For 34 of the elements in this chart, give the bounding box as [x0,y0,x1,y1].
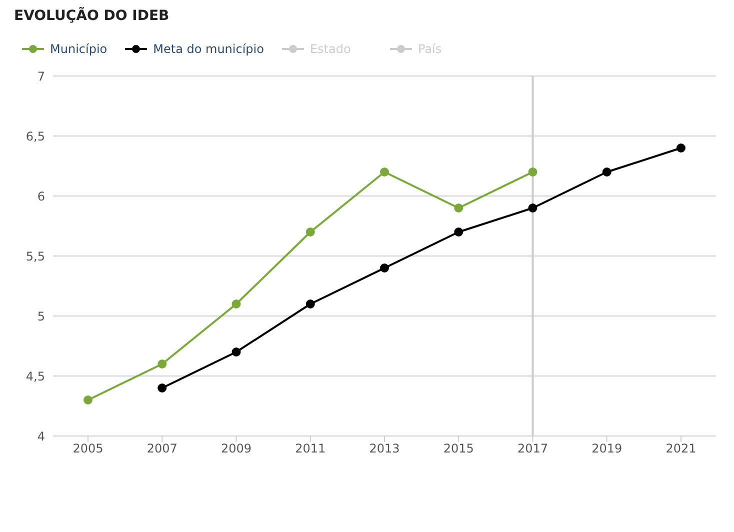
y-tick-label: 5 [37,309,45,324]
point [380,264,389,272]
point [158,384,167,392]
point [454,204,464,212]
legend-label: Município [50,42,108,56]
x-tick-label: 2013 [369,442,400,456]
x-tick-label: 2017 [517,442,548,456]
y-tick-label: 7 [37,69,45,84]
y-tick-label: 5,5 [26,249,45,264]
x-tick-label: 2019 [592,442,622,456]
point [84,396,92,404]
point [454,228,464,236]
point [158,360,167,368]
x-tick-label: 2005 [72,442,104,456]
point [602,168,612,176]
point [232,300,241,308]
point [528,204,538,212]
point [528,168,538,176]
point [380,168,389,176]
legend-label: Meta do município [153,42,264,56]
point [232,348,241,356]
y-tick-label: 6,5 [26,129,45,144]
y-tick-label: 4,5 [26,369,45,384]
x-tick-label: 2007 [146,442,178,456]
y-tick-label: 4 [37,429,45,444]
x-tick-label: 2009 [220,442,252,456]
x-tick-label: 2011 [295,442,326,456]
x-tick-label: 2021 [666,442,696,456]
point [306,228,315,236]
y-tick-label: 6 [37,189,45,204]
point [676,144,686,152]
chart-title: EVOLUÇÃO DO IDEB [14,8,170,24]
x-tick-label: 2015 [443,442,474,456]
point [306,300,315,308]
